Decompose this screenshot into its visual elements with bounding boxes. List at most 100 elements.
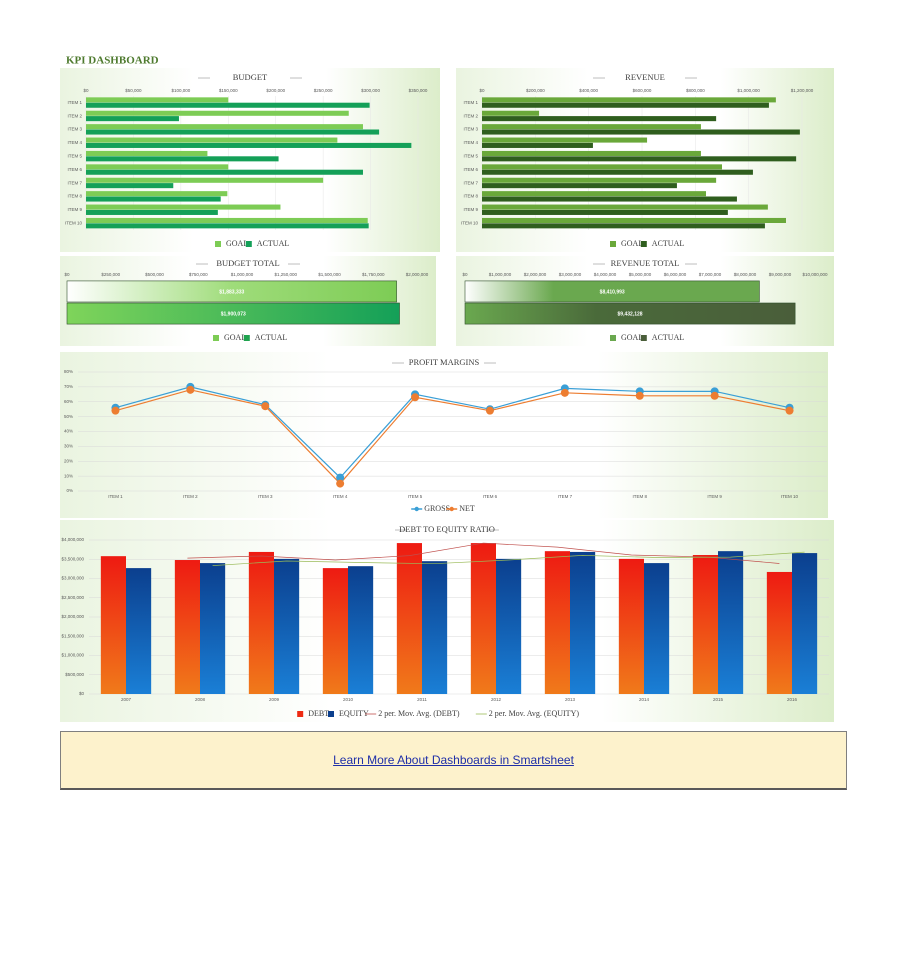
value-label: $1,883,333 [219, 289, 244, 295]
bar [86, 137, 338, 143]
y-tick-label: $500,000 [65, 672, 84, 677]
category-label: ITEM 3 [463, 127, 478, 132]
x-tick-label: $0 [479, 88, 485, 93]
x-tick-label: 2012 [491, 697, 502, 702]
y-tick-label: $4,000,000 [61, 537, 84, 542]
x-tick-label: $1,500,000 [318, 272, 341, 277]
category-label: ITEM 7 [463, 180, 478, 185]
y-tick-label: $2,500,000 [61, 595, 84, 600]
category-label: ITEM 8 [463, 194, 478, 199]
chart-title: REVENUE TOTAL [611, 258, 680, 268]
bar [86, 223, 369, 229]
value-label: $9,432,128 [618, 311, 643, 317]
x-tick-label: $0 [462, 272, 468, 277]
bar [470, 543, 496, 694]
x-tick-label: ITEM 9 [707, 494, 722, 499]
bar [348, 566, 374, 694]
legend-swatch [640, 335, 647, 341]
x-tick-label: $2,000,000 [406, 272, 429, 277]
bar [766, 571, 792, 694]
legend-swatch [243, 335, 250, 341]
point [485, 406, 494, 415]
x-tick-label: 2009 [269, 697, 280, 702]
link[interactable]: Learn More About Dashboards in Smartshee… [333, 753, 574, 767]
legend-swatch [245, 241, 252, 247]
x-tick-label: ITEM 1 [108, 494, 123, 499]
bar [86, 177, 324, 183]
legend-label: ACTUAL [255, 333, 288, 342]
x-tick-label: $8,000,000 [734, 272, 757, 277]
bar [496, 558, 522, 694]
category-label: ITEM 2 [463, 113, 478, 118]
point [261, 402, 270, 411]
bar [570, 551, 596, 694]
category-label: ITEM 7 [67, 180, 82, 185]
category-label: ITEM 9 [463, 207, 478, 212]
page-title: KPI DASHBOARD [66, 55, 159, 67]
x-tick-label: $1,000,000 [737, 88, 760, 93]
bar [86, 196, 221, 202]
moving-average-line [212, 551, 805, 566]
bar [464, 280, 760, 303]
chart-title: PROFIT MARGINS [409, 357, 480, 367]
x-tick-label: $1,200,000 [791, 88, 814, 93]
bar [126, 568, 152, 694]
x-tick-label: 2014 [639, 697, 650, 702]
x-tick-label: $1,000,000 [489, 272, 512, 277]
legend-label: ACTUAL [652, 333, 685, 342]
y-tick-label: 60% [64, 399, 73, 404]
bar [482, 196, 737, 202]
y-tick-label: $3,500,000 [61, 556, 84, 561]
x-tick-label: ITEM 3 [258, 494, 273, 499]
y-tick-label: 80% [64, 369, 73, 374]
bar [482, 142, 593, 148]
legend-label: GOAL [621, 333, 643, 342]
legend-label: EQUITY [339, 709, 369, 718]
bar [86, 129, 380, 135]
moving-average-line [187, 542, 780, 564]
legend-swatch [215, 241, 221, 247]
bar [396, 543, 422, 694]
x-tick-label: $100,000 [171, 88, 190, 93]
y-tick-label: $1,000,000 [61, 653, 84, 658]
legend-label: 2 per. Mov. Avg. (DEBT) [378, 709, 460, 718]
y-tick-label: $3,000,000 [61, 576, 84, 581]
x-tick-label: $800,000 [686, 88, 705, 93]
x-tick-label: ITEM 6 [483, 494, 498, 499]
legend-label: GOAL [621, 239, 643, 248]
bar [644, 563, 670, 694]
x-tick-label: $150,000 [219, 88, 238, 93]
x-tick-label: ITEM 10 [781, 494, 799, 499]
x-tick-label: 2008 [195, 697, 206, 702]
legend-swatch [640, 241, 647, 247]
legend-swatch [213, 335, 219, 341]
bar [200, 563, 226, 694]
x-tick-label: 2010 [343, 697, 354, 702]
bar [248, 551, 274, 694]
x-tick-label: ITEM 8 [632, 494, 647, 499]
bar [482, 191, 706, 197]
legend-swatch [297, 711, 304, 717]
x-tick-label: $250,000 [101, 272, 120, 277]
bar [482, 102, 769, 108]
y-tick-label: 10% [64, 473, 73, 478]
bar [86, 97, 229, 103]
value-label: $8,410,993 [600, 289, 625, 295]
x-tick-label: ITEM 7 [558, 494, 573, 499]
bar [86, 156, 279, 162]
point [411, 393, 420, 402]
bar [86, 217, 368, 223]
bar [86, 183, 174, 189]
bar [86, 150, 208, 156]
bar [692, 555, 718, 694]
legend-dot [449, 506, 454, 512]
x-tick-label: $4,000,000 [594, 272, 617, 277]
category-label: ITEM 4 [67, 140, 82, 145]
bar [86, 169, 363, 175]
x-tick-label: $250,000 [314, 88, 333, 93]
bar [100, 556, 126, 694]
bar [482, 156, 797, 162]
legend-label: ACTUAL [652, 239, 685, 248]
point [186, 385, 195, 394]
x-tick-label: $350,000 [409, 88, 428, 93]
